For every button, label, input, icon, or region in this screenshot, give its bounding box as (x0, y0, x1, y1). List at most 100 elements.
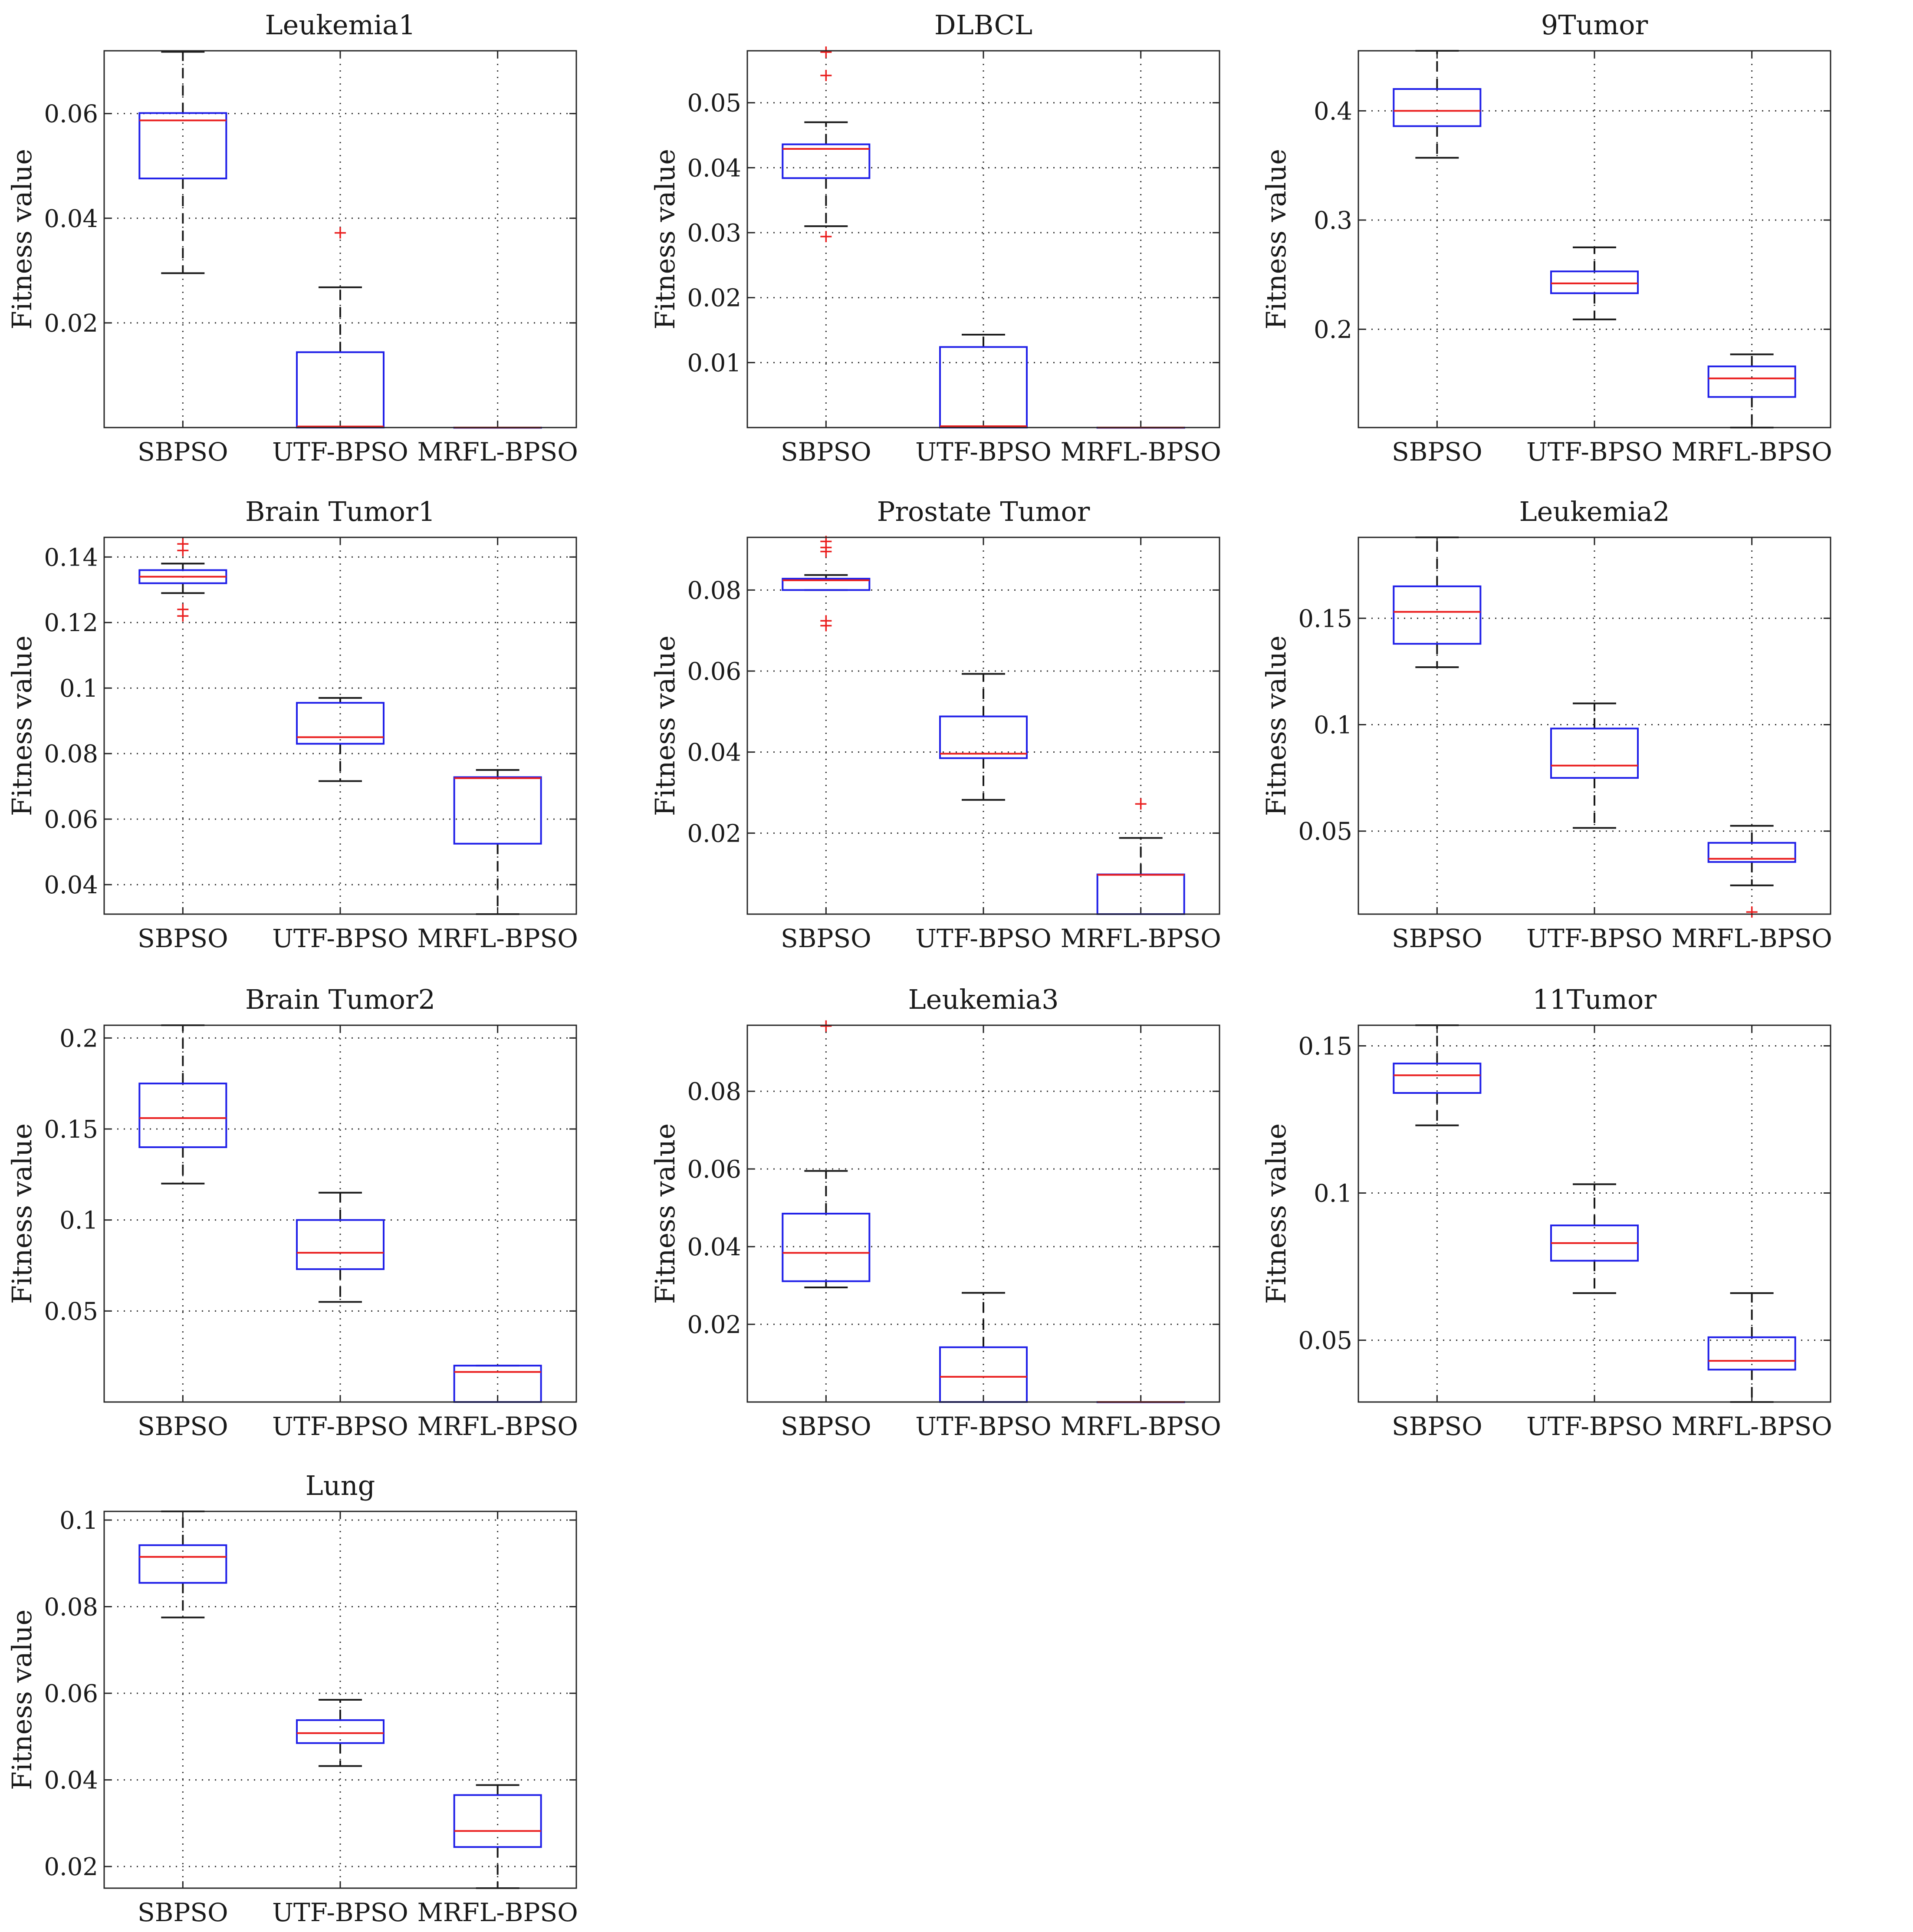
x-tick-label: UTF-BPSO (1526, 924, 1663, 953)
y-tick-label: 0.15 (1298, 1032, 1352, 1060)
y-tick-label: 0.06 (44, 1680, 98, 1708)
box-utf-bpso (296, 227, 385, 429)
box-sbpso (138, 538, 227, 622)
y-tick-label: 0.1 (59, 675, 98, 703)
box-mrfl-bpso (1707, 353, 1796, 428)
outlier-marker (1135, 798, 1147, 810)
x-tick-label: SBPSO (1392, 437, 1482, 467)
plot-frame (103, 1511, 577, 1889)
x-tick-label: UTF-BPSO (272, 437, 408, 467)
iqr-box (1707, 365, 1796, 398)
y-tick-label: 0.4 (1314, 97, 1352, 125)
y-tick-label: 0.1 (59, 1507, 98, 1535)
x-tick-label: UTF-BPSO (915, 1412, 1052, 1441)
y-tick-label: 0.08 (44, 740, 98, 768)
iqr-box (1550, 727, 1639, 779)
x-tick-label: UTF-BPSO (272, 1412, 408, 1441)
x-tick-label: UTF-BPSO (272, 924, 408, 953)
y-tick-label: 0.05 (44, 1297, 98, 1326)
x-tick-label: SBPSO (1392, 1412, 1482, 1441)
iqr-box (1393, 88, 1482, 127)
box-mrfl-bpso (453, 1784, 542, 1889)
y-axis-label: Fitness value (6, 149, 38, 329)
y-tick-label: 0.06 (44, 806, 98, 834)
y-tick-label: 0.02 (687, 820, 741, 848)
y-tick-label: 0.06 (687, 658, 741, 686)
box-mrfl-bpso (1707, 1292, 1796, 1403)
subplot-title: Brain Tumor2 (245, 984, 435, 1015)
box-sbpso (782, 536, 871, 632)
plot-frame (1358, 536, 1831, 915)
x-tick-label: UTF-BPSO (915, 437, 1052, 467)
y-tick-label: 0.04 (687, 739, 741, 767)
y-tick-label: 0.02 (687, 284, 741, 313)
box-sbpso (1393, 1024, 1482, 1126)
box-utf-bpso (296, 1699, 385, 1767)
y-tick-label: 0.04 (44, 871, 98, 899)
box-sbpso (1393, 536, 1482, 668)
subplot-lung: Lung Fitness value 0.02 0.04 0.06 0.08 0.1 SBPS… (6, 1470, 578, 1927)
subplot-title: Leukemia3 (908, 984, 1058, 1015)
iqr-box (1393, 585, 1482, 645)
x-tick-label: MRFL-BPSO (1671, 924, 1832, 953)
outlier-marker (820, 69, 832, 81)
x-tick-label: MRFL-BPSO (1060, 1412, 1221, 1441)
x-tick-label: UTF-BPSO (1526, 437, 1663, 467)
x-tick-label: MRFL-BPSO (417, 1412, 578, 1441)
x-tick-label: SBPSO (138, 1412, 228, 1441)
outlier-marker (177, 604, 189, 615)
y-tick-label: 0.08 (44, 1593, 98, 1621)
outlier-marker (820, 615, 832, 627)
iqr-box (782, 1213, 871, 1282)
y-tick-label: 0.1 (1314, 711, 1352, 740)
box-sbpso (782, 1020, 871, 1289)
x-tick-label: UTF-BPSO (1526, 1412, 1663, 1441)
plot-frame (103, 536, 577, 915)
box-sbpso (138, 51, 227, 274)
x-tick-label: SBPSO (781, 924, 871, 953)
y-axis-label: Fitness value (6, 635, 38, 816)
subplot-9tumor: 9Tumor Fitness value 0.2 0.3 0.4 SBPSO UTF-BPS… (1260, 9, 1832, 467)
x-tick-label: UTF-BPSO (915, 924, 1052, 953)
iqr-box (1393, 1063, 1482, 1094)
x-tick-label: MRFL-BPSO (1060, 437, 1221, 467)
x-tick-label: MRFL-BPSO (417, 924, 578, 953)
y-tick-label: 0.08 (687, 1078, 741, 1106)
plot-frame (746, 1024, 1220, 1403)
plot-frame (1358, 50, 1831, 428)
x-tick-label: SBPSO (1392, 924, 1482, 953)
iqr-box (939, 1346, 1028, 1403)
x-tick-label: MRFL-BPSO (417, 437, 578, 467)
iqr-box (939, 715, 1028, 759)
subplot-title: Prostate Tumor (877, 496, 1090, 527)
box-mrfl-bpso (1707, 825, 1796, 918)
y-tick-label: 0.04 (687, 1233, 741, 1261)
outlier-marker (820, 231, 832, 243)
box-utf-bpso (1550, 702, 1639, 829)
subplot-title: 11Tumor (1532, 984, 1657, 1015)
x-tick-label: MRFL-BPSO (417, 1898, 578, 1927)
y-axis-label: Fitness value (6, 1123, 38, 1304)
box-utf-bpso (939, 673, 1028, 801)
y-tick-label: 0.14 (44, 543, 98, 572)
iqr-box (453, 1794, 542, 1848)
outlier-marker (820, 46, 832, 58)
y-tick-label: 0.3 (1314, 207, 1352, 235)
y-tick-label: 0.15 (44, 1116, 98, 1144)
outlier-marker (1746, 906, 1758, 918)
subplot-title: Leukemia2 (1519, 496, 1670, 527)
x-tick-label: MRFL-BPSO (1060, 924, 1221, 953)
y-tick-label: 0.05 (1298, 1327, 1352, 1355)
subplot-title: Brain Tumor1 (245, 496, 435, 527)
y-tick-label: 0.01 (687, 349, 741, 377)
y-tick-label: 0.05 (687, 89, 741, 118)
x-tick-label: SBPSO (138, 1898, 228, 1927)
y-axis-label: Fitness value (649, 635, 681, 816)
y-tick-label: 0.02 (687, 1311, 741, 1339)
subplot-title: 9Tumor (1541, 9, 1648, 41)
box-utf-bpso (939, 1292, 1028, 1403)
iqr-box (138, 1544, 227, 1584)
